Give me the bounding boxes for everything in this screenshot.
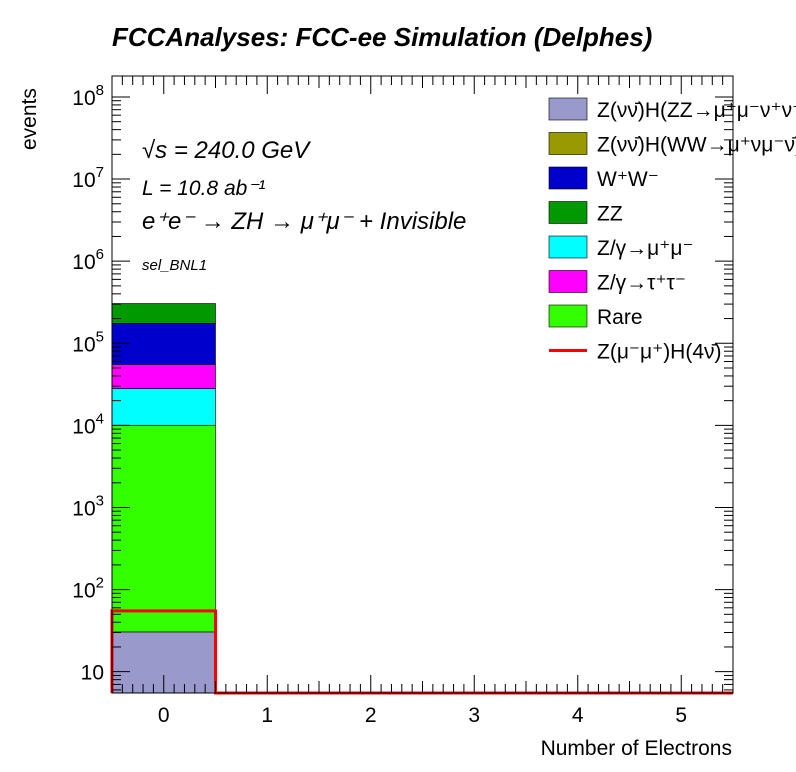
legend-label: Z(μ⁻μ⁺)H(4ν̄) <box>597 341 722 364</box>
legend-swatch <box>548 304 588 328</box>
x-axis-label: Number of Electrons <box>541 737 732 760</box>
x-axis: 0 1 2 3 4 5 <box>111 76 734 727</box>
legend-swatch <box>548 132 588 155</box>
bar-33ff00-bin-0 <box>111 424 216 633</box>
legend-swatch <box>548 270 588 293</box>
y-axis: 10 102 103 104 105 106 107 108 <box>72 82 733 691</box>
selection-label: sel_BNL1 <box>142 257 207 274</box>
sqrt-s-label: √s = 240.0 GeV <box>142 137 311 164</box>
legend-label: Z(νν̄)H(WW→μ⁺νμ⁻ν̄) <box>597 134 796 157</box>
legend-swatch <box>548 97 588 121</box>
legend: Z(νν̄)H(ZZ→μ⁺μ⁻ν⁺ν⁻) Z(νν̄)H(WW→μ⁺νμ⁻ν̄) W… <box>548 97 796 364</box>
y-tick-label: 10 <box>81 662 104 685</box>
legend-label: ZZ <box>597 203 623 226</box>
legend-label: W⁺W⁻ <box>597 168 659 191</box>
y-tick-label: 104 <box>72 410 104 438</box>
x-tick-label: 5 <box>675 704 687 727</box>
y-tick-label: 107 <box>72 164 104 192</box>
legend-swatch <box>548 235 588 259</box>
legend-label: Z/γ→μ⁺μ⁻ <box>597 237 694 260</box>
bar-ff00ff-bin-0 <box>111 364 216 389</box>
y-tick-label: 108 <box>72 82 104 110</box>
bar-009900-bin-0 <box>111 303 216 324</box>
y-axis-label: events <box>18 88 41 150</box>
stacked-bars <box>111 303 216 694</box>
x-tick-label: 2 <box>365 704 377 727</box>
x-tick-label: 1 <box>261 704 273 727</box>
y-tick-label: 103 <box>72 492 104 520</box>
process-label: e⁺e⁻ → ZH → μ⁺μ⁻ + Invisible <box>142 208 466 235</box>
legend-swatch <box>548 166 588 190</box>
legend-label: Rare <box>597 306 643 329</box>
x-tick-label: 0 <box>158 704 170 727</box>
y-tick-label: 106 <box>72 246 104 274</box>
legend-label: Z/γ→τ⁺τ⁻ <box>597 272 686 295</box>
x-tick-label: 3 <box>468 704 480 727</box>
y-tick-label: 102 <box>72 575 104 603</box>
bar-00ffff-bin-0 <box>111 388 216 426</box>
bar-0000cc-bin-0 <box>111 323 216 365</box>
legend-label: Z(νν̄)H(ZZ→μ⁺μ⁻ν⁺ν⁻) <box>597 99 796 122</box>
x-tick-label: 4 <box>572 704 584 727</box>
luminosity-label: L = 10.8 ab⁻¹ <box>142 177 265 200</box>
legend-swatch <box>548 201 588 224</box>
y-tick-label: 105 <box>72 328 104 356</box>
chart-title: FCCAnalyses: FCC-ee Simulation (Delphes) <box>112 22 652 52</box>
